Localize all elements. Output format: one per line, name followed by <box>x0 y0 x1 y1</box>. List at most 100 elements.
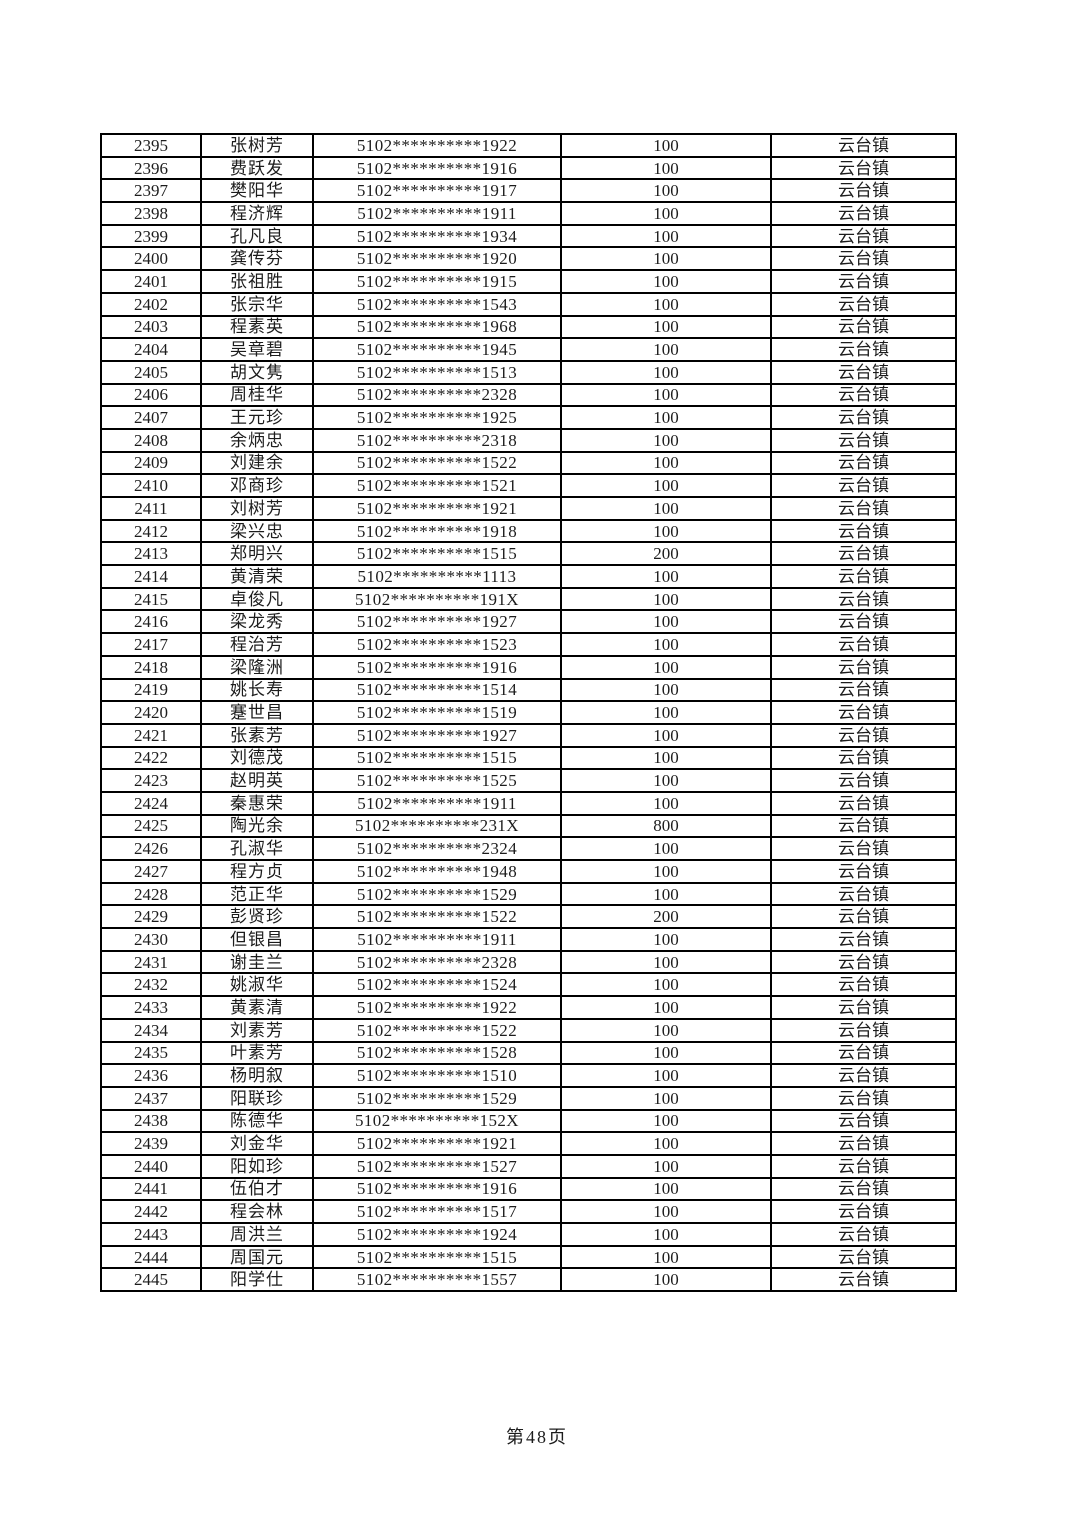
amount-cell: 100 <box>560 269 772 294</box>
table-row: 2411 刘树芳 5102**********1921 100 云台镇 <box>100 496 957 521</box>
table-row: 2417 程治芳 5102**********1523 100 云台镇 <box>100 632 957 657</box>
amount-cell: 100 <box>560 382 772 408</box>
id-cell: 5102**********231X <box>312 813 562 839</box>
seq-cell: 2422 <box>100 745 202 771</box>
amount-cell: 800 <box>560 813 772 839</box>
table-row: 2430 但银昌 5102**********1911 100 云台镇 <box>100 927 957 952</box>
town-cell: 云台镇 <box>770 972 957 998</box>
table-row: 2419 姚长寿 5102**********1514 100 云台镇 <box>100 677 957 703</box>
id-cell: 5102**********1916 <box>312 654 562 680</box>
table-row: 2427 程方贞 5102**********1948 100 云台镇 <box>100 859 957 884</box>
amount-cell: 100 <box>560 677 772 703</box>
id-cell: 5102**********1517 <box>312 1199 562 1224</box>
town-cell: 云台镇 <box>770 269 957 294</box>
town-cell: 云台镇 <box>770 450 957 476</box>
town-cell: 云台镇 <box>770 337 957 362</box>
amount-cell: 100 <box>560 518 772 544</box>
town-cell: 云台镇 <box>770 700 957 725</box>
amount-cell: 100 <box>560 178 772 204</box>
amount-cell: 100 <box>560 949 772 975</box>
table-row: 2406 周桂华 5102**********2328 100 云台镇 <box>100 382 957 408</box>
id-cell: 5102**********1911 <box>312 201 562 226</box>
id-cell: 5102**********191X <box>312 586 562 612</box>
amount-cell: 100 <box>560 768 772 793</box>
name-cell: 樊阳华 <box>200 178 314 204</box>
id-cell: 5102**********1515 <box>312 541 562 567</box>
name-cell: 黄清荣 <box>200 564 314 589</box>
seq-cell: 2404 <box>100 337 202 362</box>
amount-cell: 100 <box>560 291 772 317</box>
name-cell: 姚长寿 <box>200 677 314 703</box>
name-cell: 孔淑华 <box>200 836 314 861</box>
amount-cell: 100 <box>560 1244 772 1270</box>
town-cell: 云台镇 <box>770 609 957 635</box>
seq-cell: 2407 <box>100 405 202 430</box>
seq-cell: 2396 <box>100 155 202 181</box>
seq-cell: 2440 <box>100 1153 202 1179</box>
town-cell: 云台镇 <box>770 133 957 158</box>
table-row: 2431 谢圭兰 5102**********2328 100 云台镇 <box>100 949 957 975</box>
name-cell: 张宗华 <box>200 291 314 317</box>
name-cell: 张祖胜 <box>200 269 314 294</box>
seq-cell: 2425 <box>100 813 202 839</box>
id-cell: 5102**********1522 <box>312 450 562 476</box>
town-cell: 云台镇 <box>770 790 957 816</box>
amount-cell: 100 <box>560 586 772 612</box>
table-row: 2429 彭贤珍 5102**********1522 200 云台镇 <box>100 904 957 930</box>
seq-cell: 2436 <box>100 1063 202 1088</box>
seq-cell: 2431 <box>100 949 202 975</box>
town-cell: 云台镇 <box>770 1108 957 1134</box>
town-cell: 云台镇 <box>770 201 957 226</box>
amount-cell: 100 <box>560 1199 772 1224</box>
id-cell: 5102**********1916 <box>312 155 562 181</box>
town-cell: 云台镇 <box>770 178 957 204</box>
amount-cell: 100 <box>560 859 772 884</box>
id-cell: 5102**********1522 <box>312 904 562 930</box>
table-row: 2396 费跃发 5102**********1916 100 云台镇 <box>100 155 957 181</box>
name-cell: 程济辉 <box>200 201 314 226</box>
table-row: 2441 伍伯才 5102**********1916 100 云台镇 <box>100 1176 957 1202</box>
id-cell: 5102**********1921 <box>312 496 562 521</box>
seq-cell: 2430 <box>100 927 202 952</box>
amount-cell: 100 <box>560 1085 772 1111</box>
town-cell: 云台镇 <box>770 518 957 544</box>
seq-cell: 2415 <box>100 586 202 612</box>
name-cell: 胡文隽 <box>200 359 314 385</box>
amount-cell: 100 <box>560 223 772 249</box>
name-cell: 梁隆洲 <box>200 654 314 680</box>
table-row: 2413 郑明兴 5102**********1515 200 云台镇 <box>100 541 957 567</box>
id-cell: 5102**********1922 <box>312 133 562 158</box>
id-cell: 5102**********1515 <box>312 745 562 771</box>
town-cell: 云台镇 <box>770 541 957 567</box>
seq-cell: 2434 <box>100 1017 202 1043</box>
id-cell: 5102**********1528 <box>312 1040 562 1066</box>
id-cell: 5102**********1519 <box>312 700 562 725</box>
table-row: 2395 张树芳 5102**********1922 100 云台镇 <box>100 133 957 158</box>
name-cell: 卓俊凡 <box>200 586 314 612</box>
amount-cell: 100 <box>560 1131 772 1156</box>
amount-cell: 100 <box>560 995 772 1020</box>
table-row: 2407 王元珍 5102**********1925 100 云台镇 <box>100 405 957 430</box>
id-cell: 5102**********1521 <box>312 473 562 498</box>
name-cell: 周国元 <box>200 1244 314 1270</box>
seq-cell: 2395 <box>100 133 202 158</box>
seq-cell: 2439 <box>100 1131 202 1156</box>
table-row: 2416 梁龙秀 5102**********1927 100 云台镇 <box>100 609 957 635</box>
amount-cell: 100 <box>560 427 772 453</box>
id-cell: 5102**********1945 <box>312 337 562 362</box>
seq-cell: 2438 <box>100 1108 202 1134</box>
id-cell: 5102**********1513 <box>312 359 562 385</box>
amount-cell: 100 <box>560 722 772 748</box>
id-cell: 5102**********1529 <box>312 1085 562 1111</box>
name-cell: 赵明英 <box>200 768 314 793</box>
table-row: 2435 叶素芳 5102**********1528 100 云台镇 <box>100 1040 957 1066</box>
name-cell: 孔凡良 <box>200 223 314 249</box>
town-cell: 云台镇 <box>770 382 957 408</box>
table-row: 2436 杨明叙 5102**********1510 100 云台镇 <box>100 1063 957 1088</box>
town-cell: 云台镇 <box>770 768 957 793</box>
amount-cell: 100 <box>560 745 772 771</box>
seq-cell: 2427 <box>100 859 202 884</box>
table-row: 2397 樊阳华 5102**********1917 100 云台镇 <box>100 178 957 204</box>
seq-cell: 2413 <box>100 541 202 567</box>
name-cell: 阳学仕 <box>200 1267 314 1293</box>
